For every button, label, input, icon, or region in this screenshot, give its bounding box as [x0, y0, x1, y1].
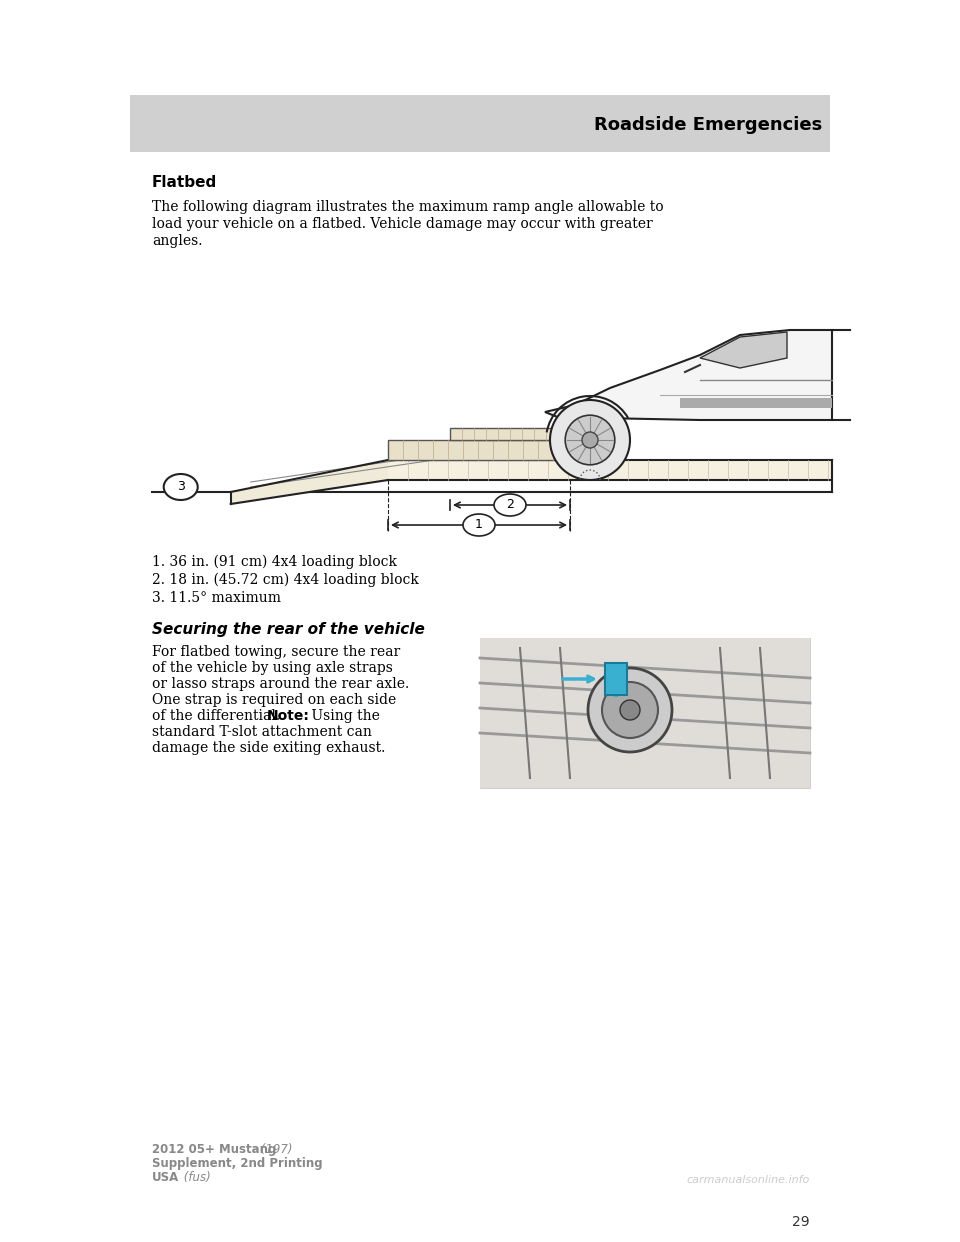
Text: 3: 3 [177, 481, 184, 493]
Polygon shape [230, 460, 388, 504]
Text: or lasso straps around the rear axle.: or lasso straps around the rear axle. [152, 677, 409, 691]
Text: Note:: Note: [267, 709, 310, 723]
Text: (fus): (fus) [180, 1171, 211, 1184]
Polygon shape [700, 332, 787, 368]
Text: Flatbed: Flatbed [152, 175, 217, 190]
Bar [605, 663, 627, 696]
Text: angles.: angles. [152, 233, 203, 248]
Text: damage the side exiting exhaust.: damage the side exiting exhaust. [152, 741, 385, 755]
Text: 1. 36 in. (91 cm) 4x4 loading block: 1. 36 in. (91 cm) 4x4 loading block [152, 555, 397, 569]
Text: Roadside Emergencies: Roadside Emergencies [593, 117, 822, 134]
Text: of the differential.: of the differential. [152, 709, 284, 723]
Circle shape [620, 700, 640, 720]
Text: of the vehicle by using axle straps: of the vehicle by using axle straps [152, 661, 393, 674]
Polygon shape [545, 330, 832, 420]
Circle shape [602, 682, 658, 738]
Text: 3. 11.5° maximum: 3. 11.5° maximum [152, 591, 281, 605]
Text: Supplement, 2nd Printing: Supplement, 2nd Printing [152, 1158, 323, 1170]
Text: Securing the rear of the vehicle: Securing the rear of the vehicle [152, 622, 425, 637]
Circle shape [588, 668, 672, 751]
Polygon shape [680, 397, 832, 409]
Circle shape [582, 432, 598, 448]
Text: USA: USA [152, 1171, 180, 1184]
Ellipse shape [494, 494, 526, 515]
Text: load your vehicle on a flatbed. Vehicle damage may occur with greater: load your vehicle on a flatbed. Vehicle … [152, 217, 653, 231]
Text: 2. 18 in. (45.72 cm) 4x4 loading block: 2. 18 in. (45.72 cm) 4x4 loading block [152, 573, 419, 587]
Text: Using the: Using the [307, 709, 380, 723]
Polygon shape [388, 440, 570, 460]
Text: (197): (197) [257, 1143, 293, 1156]
Polygon shape [450, 428, 570, 440]
Bar [480, 638, 810, 787]
Ellipse shape [164, 474, 198, 501]
Text: 29: 29 [792, 1215, 810, 1230]
Polygon shape [388, 460, 832, 479]
Bar [130, 94, 830, 152]
Text: 1: 1 [475, 518, 483, 532]
Text: 2012 05+ Mustang: 2012 05+ Mustang [152, 1143, 276, 1156]
Circle shape [550, 400, 630, 479]
Text: carmanualsonline.info: carmanualsonline.info [686, 1175, 810, 1185]
Text: 2: 2 [506, 498, 514, 512]
Bar [480, 638, 810, 787]
Text: One strap is required on each side: One strap is required on each side [152, 693, 396, 707]
Text: standard T-slot attachment can: standard T-slot attachment can [152, 725, 372, 739]
Text: The following diagram illustrates the maximum ramp angle allowable to: The following diagram illustrates the ma… [152, 200, 663, 214]
Circle shape [565, 415, 614, 465]
Ellipse shape [463, 514, 495, 537]
Text: For flatbed towing, secure the rear: For flatbed towing, secure the rear [152, 645, 400, 660]
